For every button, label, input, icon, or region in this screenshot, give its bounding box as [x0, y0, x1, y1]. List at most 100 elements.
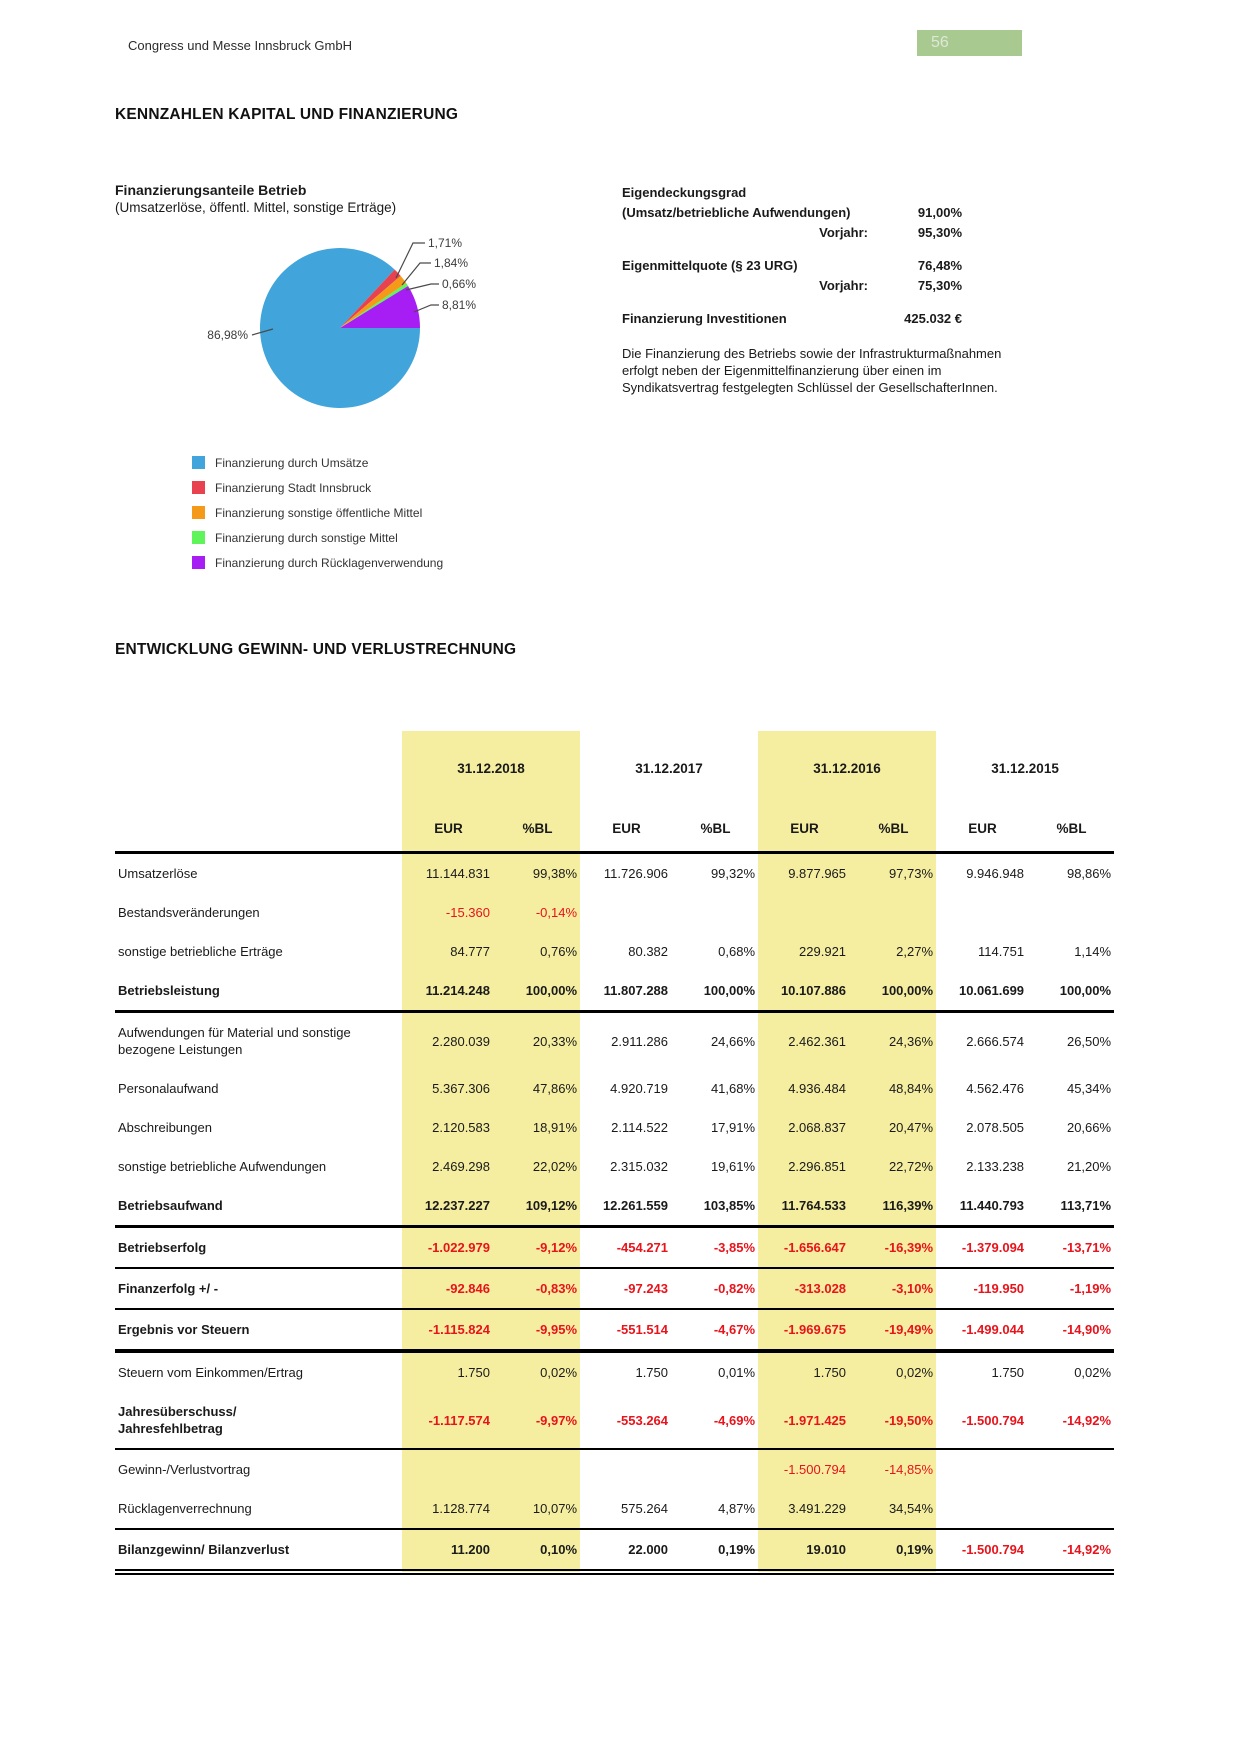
- table-cell: 2.068.837: [758, 1108, 852, 1147]
- table-cell: 97,73%: [851, 852, 937, 893]
- table-cell: 24,66%: [710, 1033, 756, 1049]
- table-cell: 99,32%: [710, 866, 756, 881]
- table-cell: 1.750: [402, 1351, 495, 1392]
- table-cell: [580, 893, 673, 932]
- legend-swatch: [192, 481, 205, 494]
- table-cell: 2.666.574: [966, 1033, 1025, 1049]
- table-cell: -1.379.094: [936, 1226, 1030, 1269]
- table-cell: 19.010: [758, 1529, 852, 1575]
- table-cell: -9,12%: [495, 1226, 581, 1269]
- table-cell: [673, 893, 758, 932]
- table-cell: 0,10%: [495, 1529, 581, 1575]
- table-cell: 114.751: [978, 944, 1025, 959]
- pie-label-stadt-innsbruck: 1,71%: [428, 236, 463, 250]
- corner-cell: [115, 805, 402, 853]
- table-cell: -14,92%: [1029, 1529, 1115, 1575]
- row-label: Betriebsleistung: [115, 971, 402, 1013]
- key-figure-block: Eigenmittelquote (§ 23 URG) 76,48% Vorjahr…: [622, 256, 962, 296]
- pie-callout-lines: [251, 242, 439, 336]
- legend-item-label: Finanzierung Stadt Innsbruck: [215, 480, 372, 495]
- row-label: Betriebserfolg: [115, 1226, 402, 1269]
- table-cell: -1.500.794: [758, 1449, 852, 1489]
- table-row: Betriebsaufwand 12.237.227 109,12% 12.261.5…: [115, 1186, 1115, 1228]
- row-label: Bestandsveränderungen: [118, 905, 260, 920]
- row-label: Ergebnis vor Steuern: [115, 1309, 402, 1353]
- pie-label-oeffentliche-mittel: 1,84%: [434, 256, 469, 270]
- pie-slices: [260, 247, 420, 408]
- subheader-eur: EUR: [612, 820, 641, 836]
- table-cell: 11.214.248: [402, 971, 495, 1013]
- col-header-2015: 31.12.2015: [991, 760, 1059, 776]
- table-cell: 2.133.238: [966, 1159, 1025, 1174]
- table-row: Betriebserfolg -1.022.979 -9,12% -454.271 -3…: [115, 1226, 1115, 1269]
- table-cell: -1.499.044: [936, 1309, 1030, 1353]
- legend-swatch: [192, 456, 205, 469]
- table-cell: -1.656.647: [758, 1226, 852, 1269]
- table-cell: -313.028: [758, 1268, 852, 1310]
- table-head: 31.12.2018 31.12.2017 31.12.2016 31.12.2…: [115, 731, 1115, 853]
- table-cell: [758, 893, 852, 932]
- table-cell: 1.750: [635, 1365, 669, 1380]
- table-cell: [1029, 1449, 1114, 1489]
- table-cell: 4.936.484: [758, 1069, 852, 1108]
- table-cell: 100,00%: [1029, 971, 1115, 1013]
- subheader-pbl: %BL: [700, 820, 731, 836]
- table-body: Umsatzerlöse 11.144.831 99,38% 11.726.906 99…: [115, 852, 1115, 1575]
- key-figure-label: Finanzierung Investitionen: [622, 311, 787, 326]
- table-cell: 1,14%: [1074, 944, 1112, 959]
- table-cell: 17,91%: [710, 1120, 756, 1135]
- table-cell: 100,00%: [673, 971, 759, 1013]
- table-cell: -19,50%: [851, 1392, 937, 1450]
- table-cell: 12.261.559: [580, 1186, 674, 1228]
- table-cell: 19,61%: [710, 1159, 756, 1174]
- key-figure-row: Finanzierung Investitionen 425.032 €: [622, 309, 962, 329]
- table-cell: 0,68%: [718, 944, 756, 959]
- table-cell: -1.022.979: [402, 1226, 495, 1269]
- pie-slice-4: [340, 285, 420, 328]
- table-row: Bestandsveränderungen -15.360 -0,14%: [115, 893, 1114, 932]
- table-cell: 24,36%: [851, 1011, 937, 1069]
- subheader-eur: EUR: [968, 820, 997, 836]
- table-cell: -0,14%: [495, 893, 581, 932]
- table-cell: 229.921: [758, 932, 852, 971]
- company-name: Congress und Messe Innsbruck GmbH: [128, 38, 352, 53]
- table-cell: 26,50%: [1066, 1033, 1112, 1049]
- table-cell: 10,07%: [495, 1489, 581, 1530]
- table-cell: -14,92%: [1029, 1392, 1115, 1450]
- table-cell: 2.078.505: [966, 1120, 1025, 1135]
- table-cell: 0,02%: [495, 1351, 581, 1392]
- table-cell: 4.562.476: [966, 1081, 1025, 1096]
- row-label: Gewinn-/Verlustvortrag: [118, 1462, 251, 1477]
- legend-item-label: Finanzierung durch Rücklagenverwendung: [215, 555, 444, 570]
- table-cell: -9,97%: [495, 1392, 581, 1450]
- table-row: Umsatzerlöse 11.144.831 99,38% 11.726.906 99…: [115, 852, 1114, 893]
- row-label: Betriebsaufwand: [115, 1186, 402, 1228]
- table-cell: 45,34%: [1066, 1081, 1112, 1096]
- table-cell: [936, 893, 1029, 932]
- table-cell: 0,02%: [851, 1351, 937, 1392]
- table-cell: -0,82%: [673, 1268, 759, 1310]
- table-cell: 2.469.298: [402, 1147, 495, 1186]
- subheader-pbl: %BL: [495, 805, 581, 853]
- table-cell: 0,19%: [673, 1529, 759, 1575]
- table-cell: 11.144.831: [402, 852, 495, 893]
- table-cell: 3.491.229: [758, 1489, 852, 1530]
- table-cell: 2.120.583: [402, 1108, 495, 1147]
- table-cell: 20,66%: [1066, 1120, 1112, 1135]
- subheader-pbl: %BL: [851, 805, 937, 853]
- table-row: Ergebnis vor Steuern -1.115.824 -9,95% -551…: [115, 1309, 1115, 1353]
- subheader-eur: EUR: [758, 805, 852, 853]
- table-cell: 11.440.793: [936, 1186, 1030, 1228]
- table-cell: 2.296.851: [758, 1147, 852, 1186]
- table-cell: 18,91%: [495, 1108, 581, 1147]
- table-cell: -14,90%: [1029, 1309, 1115, 1353]
- table-cell: -3,10%: [851, 1268, 937, 1310]
- key-figure-value: 425.032 €: [904, 311, 962, 326]
- table-cell: 113,71%: [1029, 1186, 1115, 1228]
- row-label: Aufwendungen für Material und sonstige b…: [118, 1025, 351, 1057]
- table-row: sonstige betriebliche Erträge 84.777 0,76%…: [115, 932, 1114, 971]
- table-cell: 575.264: [580, 1489, 674, 1530]
- key-figure-row: Vorjahr: 95,30%: [622, 223, 962, 243]
- corner-cell: [115, 731, 402, 805]
- pie-chart-block: Finanzierungsanteile Betrieb (Umsatzerlö…: [115, 182, 575, 575]
